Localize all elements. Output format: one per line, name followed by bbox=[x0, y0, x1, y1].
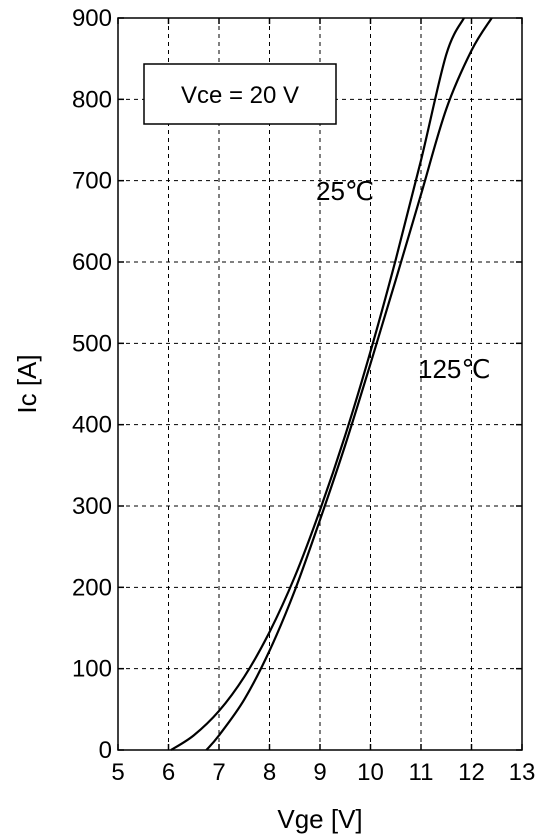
y-tick-label: 500 bbox=[72, 330, 112, 357]
y-tick-label: 200 bbox=[72, 574, 112, 601]
plot-frame bbox=[117, 17, 523, 751]
y-tick-label: 0 bbox=[99, 737, 112, 764]
x-axis-label: Vge [V] bbox=[277, 804, 362, 834]
y-axis-label: Ic [A] bbox=[12, 354, 42, 413]
x-tick-label: 6 bbox=[162, 759, 175, 786]
annotation-frame bbox=[143, 63, 337, 125]
y-tick-label: 100 bbox=[72, 656, 112, 683]
y-tick-label: 900 bbox=[72, 5, 112, 32]
tick-labels: 5 6 7 8 9 10 11 12 13 0 100 200 300 400 500 600 700 800 90… bbox=[72, 5, 535, 786]
y-tick-label: 400 bbox=[72, 412, 112, 439]
series-label-125: 125℃ bbox=[418, 354, 491, 384]
x-tick-label: 8 bbox=[263, 759, 276, 786]
series-line-25c bbox=[170, 17, 465, 751]
series-line-125c bbox=[205, 17, 493, 751]
series-layer bbox=[170, 17, 493, 751]
y-tick-label: 600 bbox=[72, 249, 112, 276]
x-tick-label: 12 bbox=[458, 759, 485, 786]
y-tick-label: 300 bbox=[72, 493, 112, 520]
annotation-box: Vce = 20 V bbox=[143, 63, 337, 125]
x-tick-label: 11 bbox=[409, 759, 434, 786]
annotation-text: Vce = 20 V bbox=[181, 82, 299, 109]
grid bbox=[117, 17, 523, 751]
x-tick-label: 13 bbox=[509, 759, 536, 786]
x-tick-label: 7 bbox=[212, 759, 225, 786]
y-tick-label: 800 bbox=[72, 86, 112, 113]
y-tick-label: 700 bbox=[72, 168, 112, 195]
series-label-25: 25℃ bbox=[316, 176, 374, 206]
x-tick-label: 10 bbox=[357, 759, 384, 786]
x-tick-label: 5 bbox=[111, 759, 124, 786]
x-tick-label: 9 bbox=[313, 759, 326, 786]
